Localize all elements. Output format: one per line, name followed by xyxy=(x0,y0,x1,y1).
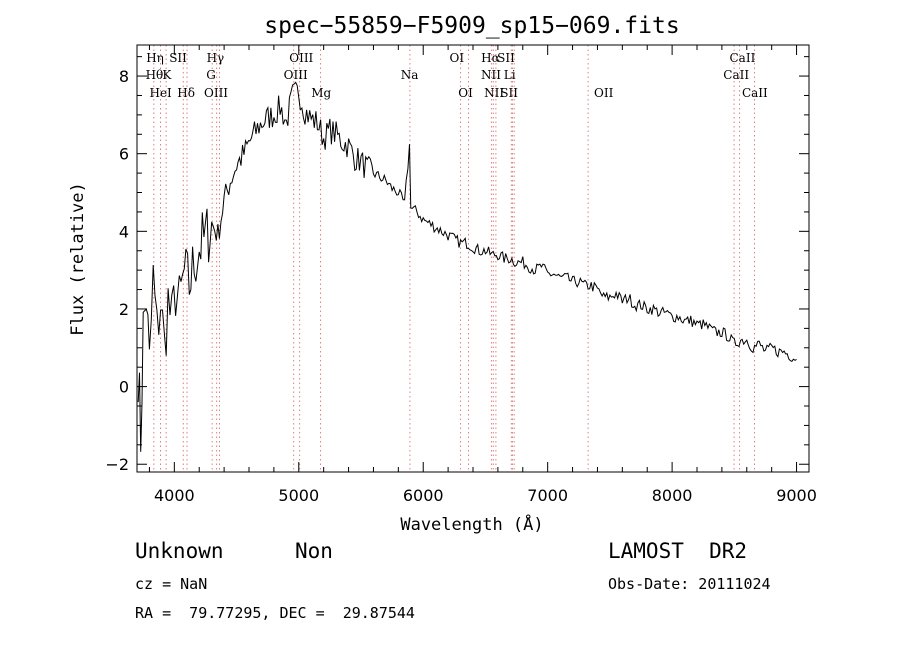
x-tick-label: 9000 xyxy=(776,486,817,505)
survey-name: LAMOST DR2 xyxy=(608,539,748,563)
redshift-cz: cz = NaN xyxy=(135,575,208,593)
marker-label: Mg xyxy=(311,86,331,100)
marker-label: OI xyxy=(458,86,473,100)
marker-label: HeI xyxy=(149,86,172,100)
marker-label: Hθ xyxy=(146,68,164,82)
y-tick-label: 6 xyxy=(119,145,129,164)
marker-label: G xyxy=(206,68,216,82)
y-tick-label: −2 xyxy=(105,455,129,474)
x-tick-label: 8000 xyxy=(652,486,693,505)
marker-label: K xyxy=(162,68,172,82)
marker-label: OII xyxy=(594,86,614,100)
marker-label: Li xyxy=(504,68,516,82)
observation-date: Obs-Date: 20111024 xyxy=(608,575,771,593)
y-tick-label: 2 xyxy=(119,300,129,319)
marker-label: CaII xyxy=(723,68,749,82)
marker-label: OIII xyxy=(284,68,308,82)
marker-label: Hα xyxy=(481,51,500,65)
x-tick-label: 5000 xyxy=(278,486,319,505)
chart-title: spec−55859−F5909_sp15−069.fits xyxy=(264,13,679,39)
y-tick-label: 8 xyxy=(119,67,129,86)
spectrum-line xyxy=(137,81,797,452)
marker-label: NII xyxy=(481,68,501,82)
x-axis-label: Wavelength (Å) xyxy=(400,513,543,535)
marker-label: Hδ xyxy=(177,86,195,100)
x-axis-ticks: 4000 5000 6000 7000 8000 9000 xyxy=(148,45,817,505)
marker-label: OI xyxy=(450,51,465,65)
y-tick-label: 0 xyxy=(119,378,129,397)
x-tick-label: 7000 xyxy=(527,486,568,505)
x-tick-label: 6000 xyxy=(403,486,444,505)
x-tick-label: 4000 xyxy=(154,486,195,505)
coordinates: RA = 79.77295, DEC = 29.87544 xyxy=(135,604,415,622)
marker-label: NII xyxy=(484,86,504,100)
marker-label: SII xyxy=(497,51,515,65)
marker-label: CaII xyxy=(730,51,756,65)
y-axis-label: Flux (relative) xyxy=(68,182,88,336)
marker-label: OIII xyxy=(204,86,228,100)
marker-label: CaII xyxy=(742,86,768,100)
marker-label: Hη xyxy=(146,51,164,65)
object-class: Unknown xyxy=(135,539,224,563)
marker-label: Hγ xyxy=(207,51,225,65)
y-axis-ticks: −2 0 2 4 6 8 xyxy=(105,56,809,474)
emission-line-markers xyxy=(153,45,755,472)
plot-frame xyxy=(136,44,810,473)
marker-label: SII xyxy=(500,86,518,100)
marker-label: Na xyxy=(401,68,419,82)
marker-label: OIII xyxy=(289,51,313,65)
object-subclass: Non xyxy=(295,539,333,563)
marker-label: SII xyxy=(169,51,187,65)
y-tick-label: 4 xyxy=(119,222,129,241)
